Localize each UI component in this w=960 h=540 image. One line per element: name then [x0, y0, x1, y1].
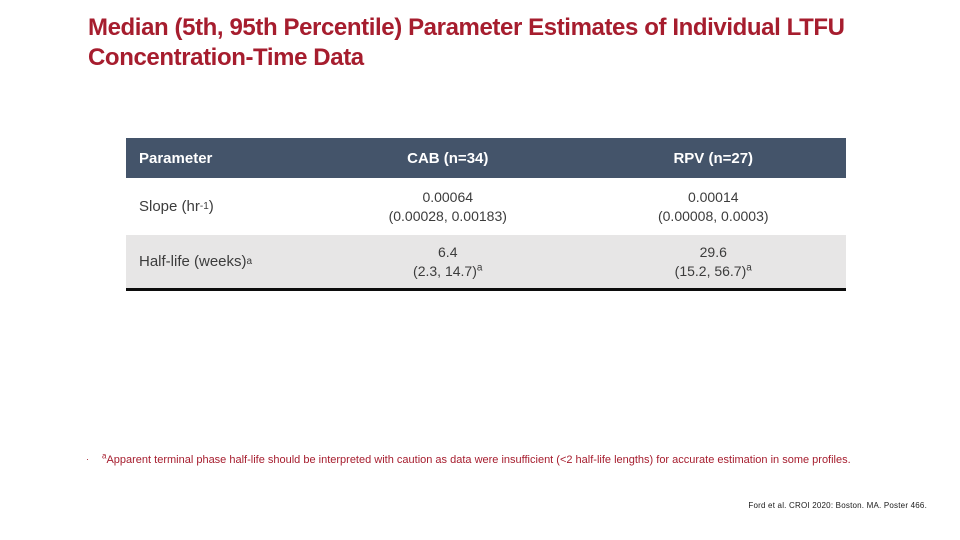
citation: Ford et al. CROI 2020: Boston. MA. Poste…	[748, 501, 927, 510]
row-label-halflife: Half-life (weeks) a	[139, 253, 253, 270]
page-title-line1: Median (5th, 95th Percentile) Parameter …	[88, 14, 845, 41]
cell-halflife-rpv-interval-text: (15.2, 56.7)	[674, 262, 747, 279]
cell-slope-cab-median: 0.00064	[422, 188, 474, 205]
table-header-row: Parameter CAB (n=34) RPV (n=27)	[126, 138, 846, 178]
cell-halflife-cab-median: 6.4	[438, 243, 458, 260]
cell-slope-rpv-interval: (0.00008, 0.0003)	[658, 207, 769, 226]
page-title: Median (5th, 95th Percentile) Parameter …	[88, 13, 845, 73]
row-label-halflife-text: Half-life (weeks)	[139, 253, 247, 270]
page-title-line2: Concentration-Time Data	[88, 44, 364, 71]
cell-halflife-cab-interval: (2.3, 14.7)a	[413, 262, 482, 281]
footnote-text: Apparent terminal phase half-life should…	[106, 454, 851, 466]
cell-slope-rpv-interval-text: (0.00008, 0.0003)	[657, 207, 769, 224]
footnote: · aApparent terminal phase half-life shou…	[86, 452, 942, 467]
cell-halflife-rpv-interval: (15.2, 56.7)a	[675, 262, 752, 281]
row-label-slope: Slope (hr -1)	[139, 198, 214, 215]
row-label-slope-close: )	[208, 198, 214, 215]
parameter-estimates-table: Parameter CAB (n=34) RPV (n=27) Slope (h…	[126, 138, 846, 291]
column-header-parameter: Parameter	[139, 149, 213, 167]
cell-halflife-rpv-superscript: a	[746, 261, 752, 273]
cell-halflife-rpv-median: 29.6	[699, 243, 727, 260]
cell-slope-rpv-median: 0.00014	[687, 188, 739, 205]
cell-slope-cab-interval: (0.00028, 0.00183)	[389, 207, 507, 226]
column-header-cab: CAB (n=34)	[407, 149, 489, 167]
cell-slope-rpv: 0.00014 (0.00008, 0.0003)	[581, 178, 847, 235]
row-label-slope-text: Slope (hr	[139, 198, 200, 215]
cell-halflife-cab-interval-text: (2.3, 14.7)	[413, 262, 477, 279]
cell-halflife-cab: 6.4 (2.3, 14.7)a	[315, 235, 581, 288]
column-header-rpv: RPV (n=27)	[673, 149, 754, 167]
table-row-slope: Slope (hr -1) 0.00064 (0.00028, 0.00183) …	[126, 178, 846, 235]
footnote-superscript: a	[102, 451, 107, 461]
cell-slope-cab-interval-text: (0.00028, 0.00183)	[388, 207, 507, 224]
cell-halflife-cab-superscript: a	[476, 261, 483, 273]
footnote-bullet: ·	[86, 454, 89, 464]
cell-slope-cab: 0.00064 (0.00028, 0.00183)	[315, 178, 581, 235]
cell-halflife-rpv: 29.6 (15.2, 56.7)a	[581, 235, 847, 288]
table-row-halflife: Half-life (weeks) a 6.4 (2.3, 14.7)a 29.6…	[126, 235, 846, 291]
